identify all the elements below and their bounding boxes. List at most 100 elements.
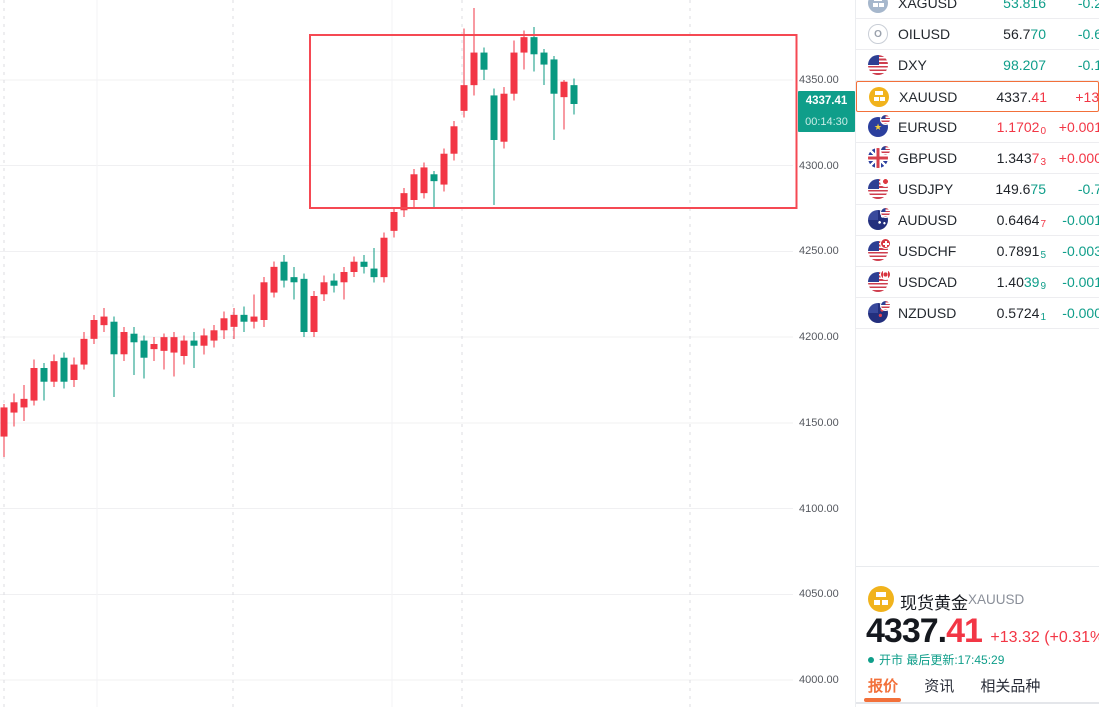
candle-body — [110, 321, 118, 355]
y-axis-label: 4300.00 — [799, 159, 839, 172]
candle-body — [370, 268, 378, 278]
candle-body — [20, 398, 28, 408]
flag-icon-audusd — [868, 207, 891, 230]
candle-body — [30, 367, 38, 401]
symbol-label: XAGUSD — [898, 0, 958, 11]
instrument-detail-panel: 现货黄金 XAUUSD 4337.41 +13.32 (+0.31%) 开市 最… — [856, 566, 1099, 707]
symbol-label: USDJPY — [898, 181, 954, 197]
change-value: -0.001 — [1062, 212, 1099, 228]
tab-news[interactable]: 资讯 — [924, 678, 955, 695]
open-status-dot — [868, 657, 874, 663]
change-value: -0.2 — [1077, 0, 1099, 11]
symbol-label: OILUSD — [898, 26, 951, 42]
candle-body — [40, 367, 48, 382]
candle-body — [460, 85, 468, 111]
watchlist-row[interactable]: NZDUSD 0.57241 -0.000 — [856, 298, 1099, 329]
candle-body — [340, 271, 348, 283]
watchlist-row[interactable]: XAGUSD 53.816 -0.2 — [856, 0, 1099, 19]
y-axis-label: 4250.00 — [799, 245, 839, 258]
candle-body — [350, 261, 358, 272]
watchlist-row[interactable]: XAUUSD 4337.41 +13. — [856, 81, 1099, 112]
symbol-label: XAUUSD — [899, 88, 958, 105]
candle-body — [560, 81, 568, 98]
watchlist-row[interactable]: O OILUSD 56.770 -0.6 — [856, 19, 1099, 50]
y-axis-label: 4000.00 — [799, 673, 839, 686]
candle-body — [180, 340, 188, 356]
price-value: 149.675 — [995, 181, 1046, 197]
watchlist-row[interactable]: USDJPY 149.675 -0.7 — [856, 174, 1099, 205]
candle-body — [230, 314, 238, 327]
flag-icon-oilusd: O — [868, 24, 888, 44]
annotation-rectangle[interactable] — [309, 34, 798, 209]
candle-body — [470, 52, 478, 86]
current-price-tag: 4337.41 00:14:30 — [798, 90, 855, 132]
watchlist-row[interactable]: AUDUSD 0.64647 -0.001 — [856, 205, 1099, 236]
candle-body — [540, 52, 548, 65]
divider — [856, 566, 1099, 567]
candle-body — [50, 361, 58, 382]
candle-body — [490, 95, 498, 140]
watchlist-row[interactable]: USDCHF 0.78915 -0.003 — [856, 236, 1099, 267]
quote-sidebar: XAGUSD 53.816 -0.2 O OILUSD 56.770 -0.6 DXY 98.2… — [855, 0, 1099, 707]
tab-related[interactable]: 相关品种 — [980, 678, 1041, 695]
candle-body — [220, 318, 228, 331]
candle-body — [170, 337, 178, 353]
chart-canvas[interactable] — [0, 0, 855, 707]
flag-icon-eurusd — [868, 114, 891, 137]
candle-body — [380, 237, 388, 278]
y-axis-label: 4350.00 — [799, 74, 839, 86]
watchlist-row[interactable]: DXY 98.207 -0.1 — [856, 50, 1099, 81]
candle-body — [430, 174, 438, 182]
watchlist-row[interactable]: USDCAD 1.40399 -0.001 — [856, 267, 1099, 298]
candle-body — [160, 337, 168, 351]
candle-body — [280, 261, 288, 281]
price-value: 1.17020 — [996, 119, 1046, 137]
candle-body — [150, 343, 158, 350]
instrument-symbol: XAUUSD — [968, 592, 1025, 607]
candle-body — [200, 335, 208, 346]
candle-body — [0, 407, 8, 437]
candle-body — [450, 126, 458, 154]
candle-body — [210, 330, 218, 341]
change-value: +13. — [1075, 88, 1099, 105]
price-value: 4337.41 — [996, 88, 1047, 105]
change-value: -0.000 — [1062, 305, 1099, 321]
change-value: -0.7 — [1077, 181, 1099, 197]
flag-icon-dxy — [868, 55, 888, 75]
detail-tabs: 报价 资讯 相关品种 — [868, 675, 1062, 696]
candle-body — [570, 85, 578, 104]
candle-body — [240, 314, 248, 322]
price-value: 53.816 — [1003, 0, 1046, 11]
flag-icon-gbpusd — [868, 145, 891, 168]
price-value: 56.770 — [1003, 26, 1046, 42]
symbol-label: USDCAD — [898, 274, 958, 290]
candle-body — [270, 266, 278, 293]
candle-body — [440, 153, 448, 185]
detail-price-row: 4337.41 +13.32 (+0.31%) — [866, 612, 1099, 651]
symbol-label: AUDUSD — [898, 212, 958, 228]
candle-body — [120, 331, 128, 355]
candle-body — [320, 282, 328, 295]
candle-body — [80, 338, 88, 365]
price-value: 0.57241 — [996, 305, 1046, 323]
price-value: 98.207 — [1003, 57, 1046, 73]
tab-quote[interactable]: 报价 — [868, 678, 899, 695]
symbol-label: GBPUSD — [898, 150, 958, 166]
watchlist-row[interactable]: EURUSD 1.17020 +0.001 — [856, 112, 1099, 143]
watchlist-row[interactable]: GBPUSD 1.34373 +0.000 — [856, 143, 1099, 174]
y-axis-label: 4150.00 — [799, 416, 839, 429]
change-value: +0.001 — [1058, 119, 1099, 135]
detail-price-main: 4337. — [866, 612, 947, 650]
candle-body — [520, 37, 528, 53]
candle-body — [480, 52, 488, 70]
flag-icon-xagusd — [868, 0, 888, 13]
active-tab-underline — [864, 698, 901, 702]
candle-body — [300, 278, 308, 332]
candle-body — [410, 174, 418, 200]
y-axis-label: 4050.00 — [799, 588, 839, 601]
candle-body — [310, 295, 318, 332]
candlestick-chart[interactable]: 4350.00 4300.00 4250.00 4200.00 4150.00 4100.… — [0, 0, 855, 707]
symbol-label: EURUSD — [898, 119, 958, 135]
candle-body — [130, 333, 138, 343]
price-value: 0.78915 — [996, 243, 1046, 261]
